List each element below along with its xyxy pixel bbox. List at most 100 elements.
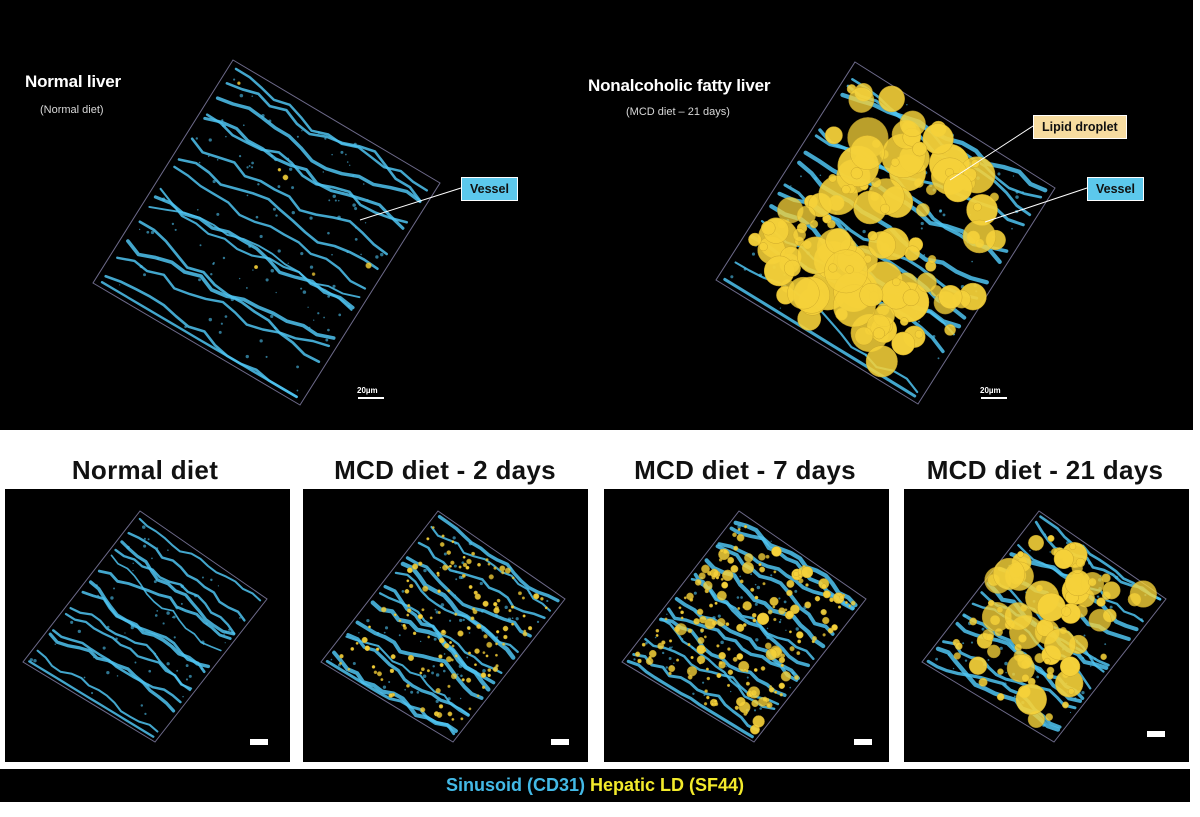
vessel-speckle	[1015, 195, 1019, 199]
lipid-droplet	[437, 589, 441, 594]
vessel-speckle	[185, 664, 189, 668]
vessel-speckle	[291, 210, 295, 215]
lipid-droplet	[347, 667, 351, 671]
lipid-droplet	[493, 601, 498, 607]
lipid-droplet	[1069, 543, 1077, 550]
vessel-speckle	[143, 273, 147, 277]
vessel-speckle	[942, 213, 946, 217]
vessel-speckle	[1013, 695, 1016, 698]
lipid-droplet	[925, 184, 937, 196]
lipid-droplet	[758, 562, 762, 567]
vessel-speckle	[289, 167, 293, 171]
lipid-droplet	[502, 642, 506, 646]
vessel-speckle	[205, 622, 208, 625]
vessel-speckle	[466, 656, 469, 659]
vessel-speckle	[162, 622, 165, 625]
panel-mcd-2-days	[303, 489, 588, 762]
lipid-droplet	[849, 135, 885, 170]
vessel-speckle	[130, 625, 134, 630]
lipid-droplet	[824, 126, 843, 145]
lipid-droplet	[786, 610, 795, 619]
lipid-droplet	[364, 645, 371, 652]
lipid-droplet	[718, 651, 726, 660]
vessel-speckle	[546, 599, 549, 603]
vessel-speckle	[785, 629, 787, 631]
vessel-speckle	[224, 315, 228, 318]
lipid-droplet	[376, 671, 382, 677]
vessel-speckle	[691, 646, 694, 650]
vessel-strand	[64, 612, 192, 692]
vessel-speckle	[433, 637, 437, 641]
vessel-speckle	[482, 669, 486, 673]
lipid-droplet	[758, 242, 768, 252]
vessel-speckle	[150, 230, 155, 235]
lipid-droplet	[994, 627, 1003, 637]
vessel-speckle	[140, 704, 144, 707]
lipid-droplet	[938, 285, 963, 310]
vessel-speckle	[353, 142, 357, 146]
scale-label-left: 20µm	[357, 386, 378, 395]
vessel-speckle	[971, 260, 973, 263]
vessel-speckle	[778, 597, 781, 600]
vessel-speckle	[255, 215, 259, 219]
lipid-droplet	[461, 678, 465, 682]
lipid-droplet	[373, 670, 378, 675]
vessel-speckle	[154, 614, 158, 617]
vessel-speckle	[224, 642, 226, 644]
volume-outline	[715, 61, 1056, 405]
lipid-droplet	[706, 695, 710, 700]
lipid-droplet	[388, 693, 394, 698]
vessel-speckle	[331, 153, 333, 156]
vessel-speckle	[528, 592, 531, 595]
lipid-droplet	[704, 689, 708, 693]
lipid-droplet	[443, 642, 450, 649]
vessel-speckle	[277, 185, 281, 188]
lipid-droplet	[744, 553, 754, 563]
vessel-speckle	[210, 578, 213, 582]
vessel-strand	[127, 531, 246, 622]
vessel-speckle	[462, 618, 465, 622]
lipid-droplet	[726, 683, 731, 687]
vessel-speckle	[920, 221, 924, 226]
vessel-speckle	[452, 536, 456, 540]
lipid-droplet	[664, 617, 668, 621]
lipid-droplet	[859, 282, 884, 307]
lipid-droplet	[466, 558, 472, 565]
vessel-speckle	[1104, 643, 1107, 646]
lipid-droplet	[447, 589, 451, 593]
vessel-speckle	[454, 541, 458, 545]
vessel-speckle	[468, 541, 473, 546]
vessel-callout-right: Vessel	[1087, 177, 1144, 201]
vessel-speckle	[323, 316, 325, 319]
vessel-speckle	[1083, 634, 1086, 637]
vessel-speckle	[216, 212, 220, 216]
vessel-speckle	[753, 709, 757, 712]
vessel-speckle	[906, 103, 908, 106]
lipid-droplet	[865, 345, 898, 378]
lipid-droplet	[499, 565, 506, 572]
vessel-strand	[437, 514, 560, 603]
vessel-speckle	[331, 253, 333, 256]
lipid-droplet	[737, 527, 741, 531]
vessel-speckle	[116, 675, 119, 677]
vessel-speckle	[419, 640, 422, 643]
vessel-speckle	[273, 326, 277, 330]
lipid-droplet	[1044, 628, 1076, 661]
lipid-droplet	[438, 704, 444, 709]
lipid-droplet	[820, 608, 827, 616]
vessel-speckle	[181, 608, 184, 610]
lipid-droplet	[412, 631, 417, 636]
vessel-speckle	[455, 570, 458, 573]
vessel-speckle	[210, 273, 213, 276]
vessel-speckle	[791, 671, 795, 675]
vessel-speckle	[814, 177, 818, 181]
vessel-speckle	[665, 666, 669, 669]
lipid-droplet	[680, 610, 684, 615]
lipid-droplet	[902, 289, 920, 307]
vessel-speckle	[324, 137, 327, 140]
lipid-droplet	[727, 669, 734, 675]
lipid-droplet	[766, 701, 773, 709]
lipid-droplet	[339, 661, 343, 665]
vessel-speckle	[515, 617, 519, 621]
top-image-panel: Normal liver (Normal diet) Vessel 20µm N…	[0, 0, 1193, 430]
